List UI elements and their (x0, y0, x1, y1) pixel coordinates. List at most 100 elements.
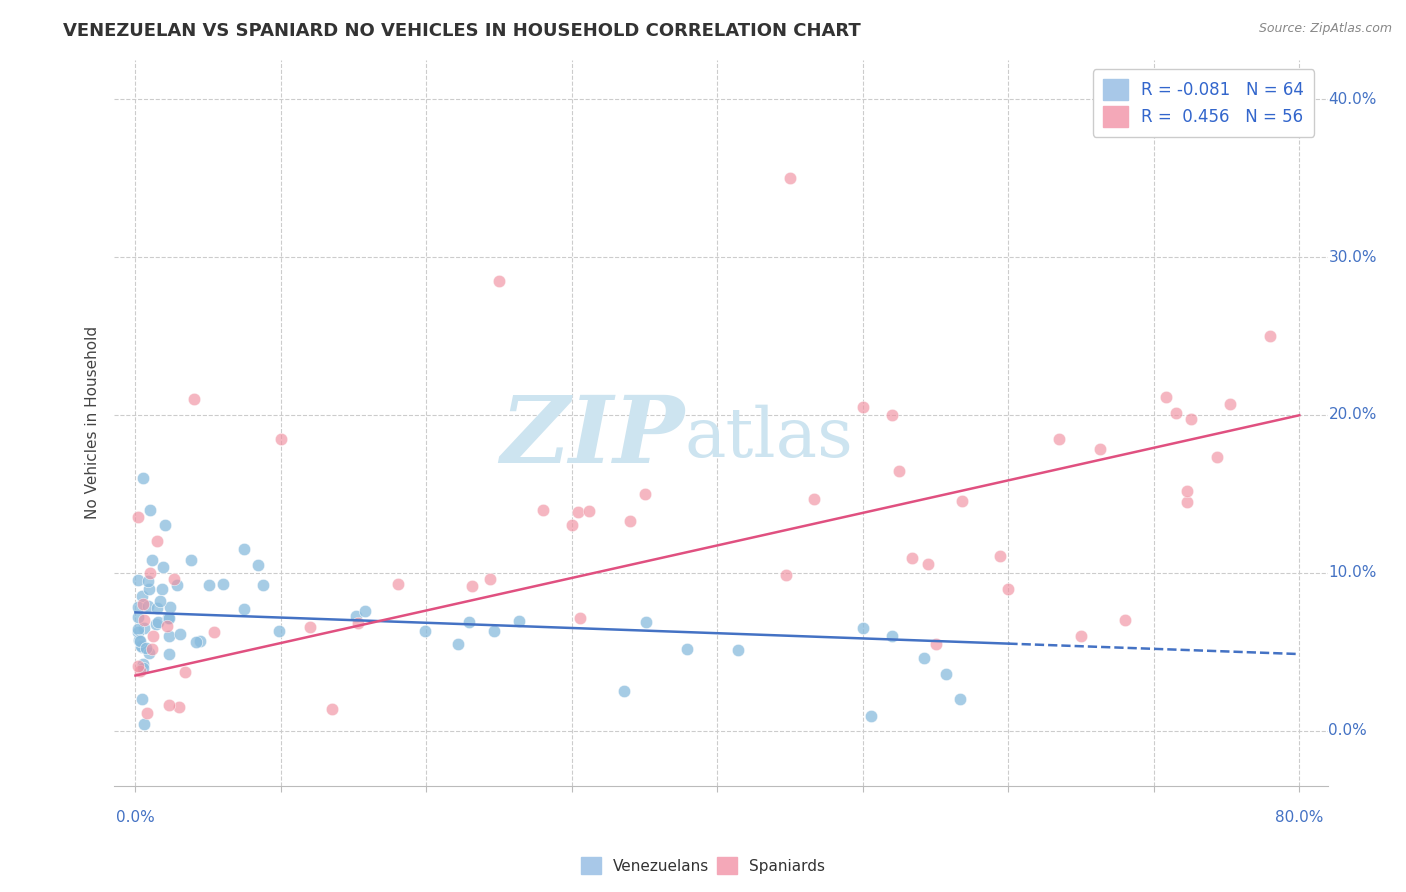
Point (1166, 406, 1188, 420)
Point (152, 560, 174, 574)
Text: 20.0%: 20.0% (1329, 408, 1376, 423)
Point (634, 615, 657, 630)
Point (157, 629, 180, 643)
Point (917, 558, 939, 572)
Text: 80.0%: 80.0% (1275, 810, 1323, 825)
Point (247, 558, 270, 573)
Point (803, 491, 825, 506)
Point (132, 657, 155, 672)
Point (415, 624, 437, 638)
Point (156, 619, 179, 633)
Point (132, 717, 155, 731)
Point (128, 664, 150, 678)
Text: ZIP: ZIP (501, 392, 685, 483)
Text: Source: ZipAtlas.com: Source: ZipAtlas.com (1258, 22, 1392, 36)
Point (134, 613, 156, 627)
Text: 40.0%: 40.0% (1329, 92, 1376, 106)
Point (880, 408, 903, 422)
Point (146, 615, 169, 630)
Point (1258, 329, 1281, 343)
Text: 0.0%: 0.0% (1329, 723, 1367, 739)
Point (127, 622, 149, 636)
Point (1047, 432, 1070, 446)
Point (619, 514, 641, 528)
Point (860, 709, 883, 723)
Point (146, 534, 169, 549)
Text: 30.0%: 30.0% (1329, 250, 1376, 265)
Point (950, 493, 973, 508)
Point (1219, 397, 1241, 411)
Point (197, 578, 219, 592)
Point (727, 642, 749, 657)
Y-axis label: No Vehicles in Household: No Vehicles in Household (86, 326, 100, 519)
Point (901, 551, 924, 566)
Point (135, 706, 157, 720)
Point (880, 629, 903, 643)
Point (344, 609, 367, 624)
Text: 0.0%: 0.0% (117, 810, 155, 825)
Point (634, 487, 657, 501)
Point (211, 577, 233, 591)
Point (531, 502, 554, 516)
Point (127, 509, 149, 524)
Point (153, 518, 176, 533)
Point (508, 614, 530, 628)
Point (127, 625, 149, 640)
Point (141, 553, 163, 567)
Point (129, 634, 152, 648)
Point (131, 589, 153, 603)
Point (321, 702, 343, 716)
Point (675, 641, 697, 656)
Point (141, 641, 163, 656)
Point (139, 566, 162, 580)
Point (613, 684, 636, 698)
Point (949, 691, 972, 706)
Point (1180, 411, 1202, 425)
Point (233, 541, 256, 556)
Point (267, 624, 290, 638)
Point (132, 661, 155, 675)
Point (988, 549, 1011, 563)
Point (924, 637, 946, 651)
Point (887, 464, 910, 478)
Point (127, 573, 149, 587)
Point (127, 659, 149, 673)
Point (347, 616, 370, 631)
Point (202, 624, 225, 639)
Point (387, 577, 409, 591)
Point (169, 700, 191, 714)
Legend: Venezuelans, Spaniards: Venezuelans, Spaniards (575, 851, 831, 880)
Point (912, 651, 935, 665)
Point (852, 621, 875, 635)
Point (145, 616, 167, 631)
Point (131, 640, 153, 655)
Point (457, 615, 479, 630)
Point (149, 593, 172, 607)
Point (157, 698, 180, 713)
Point (775, 568, 797, 582)
Point (252, 578, 274, 592)
Point (139, 502, 162, 516)
Point (169, 626, 191, 640)
Point (578, 504, 600, 518)
Point (1175, 484, 1198, 499)
Point (779, 171, 801, 186)
Point (184, 635, 207, 649)
Point (270, 432, 292, 446)
Point (1088, 442, 1111, 456)
Point (569, 611, 592, 625)
Point (129, 639, 152, 653)
Point (136, 599, 159, 614)
Point (127, 609, 149, 624)
Point (142, 629, 165, 643)
Point (354, 603, 377, 617)
Point (166, 578, 188, 592)
Point (190, 634, 212, 648)
Point (136, 574, 159, 588)
Point (150, 582, 173, 596)
Point (852, 400, 875, 414)
Point (157, 648, 180, 662)
Text: VENEZUELAN VS SPANIARD NO VEHICLES IN HOUSEHOLD CORRELATION CHART: VENEZUELAN VS SPANIARD NO VEHICLES IN HO… (63, 22, 860, 40)
Point (997, 582, 1019, 596)
Text: 10.0%: 10.0% (1329, 566, 1376, 581)
